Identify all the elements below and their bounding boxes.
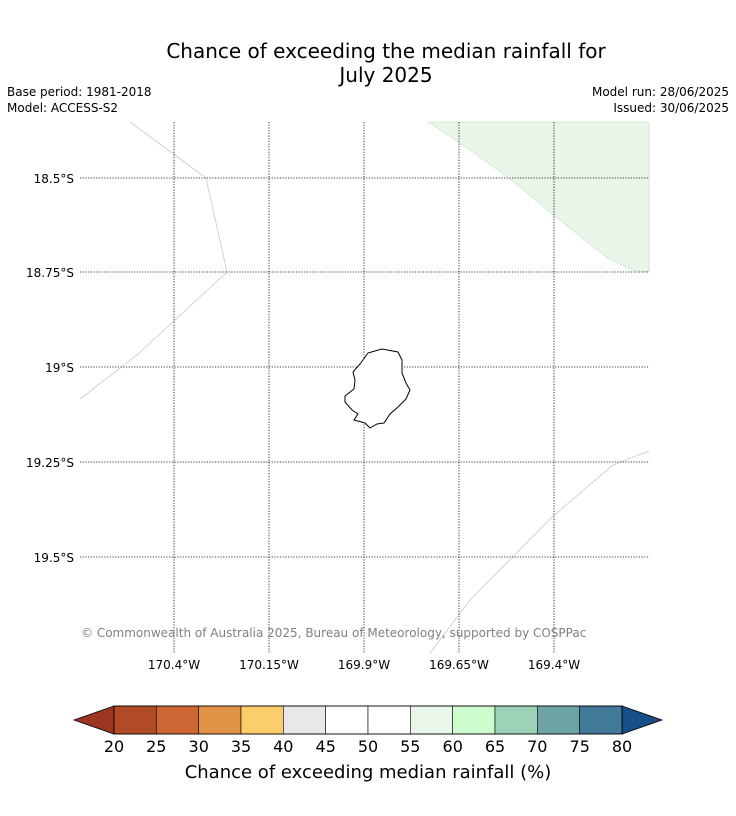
colorbar-segment: [198, 705, 242, 735]
colorbar-tick-label: 75: [570, 737, 590, 756]
colorbar-ticks: 20 25 30 35 40 45 50 55 60 65 70 75 80: [104, 737, 632, 756]
colorbar-segment: [240, 705, 284, 735]
colorbar-tick-label: 55: [400, 737, 420, 756]
lon-label: 169.9°W: [338, 658, 390, 672]
colorbar-segment: [367, 705, 411, 735]
lat-label: 19°S: [45, 361, 74, 375]
colorbar-segment: [113, 705, 157, 735]
title-line-1: Chance of exceeding the median rainfall …: [166, 39, 606, 63]
colorbar-segment: [452, 705, 496, 735]
lat-label: 19.5°S: [34, 551, 74, 565]
base-period: Base period: 1981-2018: [7, 85, 152, 99]
colorbar-tick-label: 40: [273, 737, 293, 756]
colorbar-tick-label: 45: [316, 737, 336, 756]
lat-label: 19.25°S: [26, 456, 74, 470]
colorbar: 20 25 30 35 40 45 50 55 60 65 70 75 80 C…: [72, 705, 664, 783]
lon-label: 170.15°W: [239, 658, 299, 672]
colorbar-segment: [537, 705, 580, 735]
lon-label: 169.65°W: [429, 658, 489, 672]
colorbar-low-extend: [72, 705, 115, 735]
issued-date: Issued: 30/06/2025: [613, 101, 729, 115]
colorbar-frame: [113, 705, 623, 735]
colorbar-segment: [283, 705, 326, 735]
colorbar-segment: [156, 705, 199, 735]
copyright-notice: © Commonwealth of Australia 2025, Bureau…: [81, 626, 586, 640]
colorbar-high-extend: [621, 705, 664, 735]
model-name: Model: ACCESS-S2: [7, 101, 119, 115]
colorbar-tick-label: 35: [231, 737, 251, 756]
latitude-labels: 18.5°S 18.75°S 19°S 19.25°S 19.5°S: [26, 172, 74, 565]
colorbar-tick-label: 30: [189, 737, 209, 756]
lon-label: 170.4°W: [148, 658, 200, 672]
colorbar-tick-label: 50: [358, 737, 378, 756]
colorbar-segment: [494, 705, 538, 735]
lat-label: 18.75°S: [26, 266, 74, 280]
lon-label: 169.4°W: [528, 658, 580, 672]
title-line-2: July 2025: [339, 63, 433, 87]
colorbar-tick-label: 25: [146, 737, 166, 756]
model-run: Model run: 28/06/2025: [591, 85, 729, 99]
island-outline: [344, 348, 411, 429]
longitude-labels: 170.4°W 170.15°W 169.9°W 169.65°W 169.4°…: [148, 658, 580, 672]
colorbar-segment: [579, 705, 623, 735]
colorbar-label: Chance of exceeding median rainfall (%): [185, 762, 552, 783]
colorbar-tick-label: 20: [104, 737, 124, 756]
colorbar-segment: [410, 705, 453, 735]
colorbar-tick-label: 70: [527, 737, 547, 756]
shaded-region: [427, 121, 650, 273]
lat-label: 18.5°S: [34, 172, 74, 186]
colorbar-tick-label: 80: [612, 737, 632, 756]
colorbar-tick-label: 60: [443, 737, 463, 756]
colorbar-segment: [325, 705, 369, 735]
colorbar-tick-label: 65: [485, 737, 505, 756]
